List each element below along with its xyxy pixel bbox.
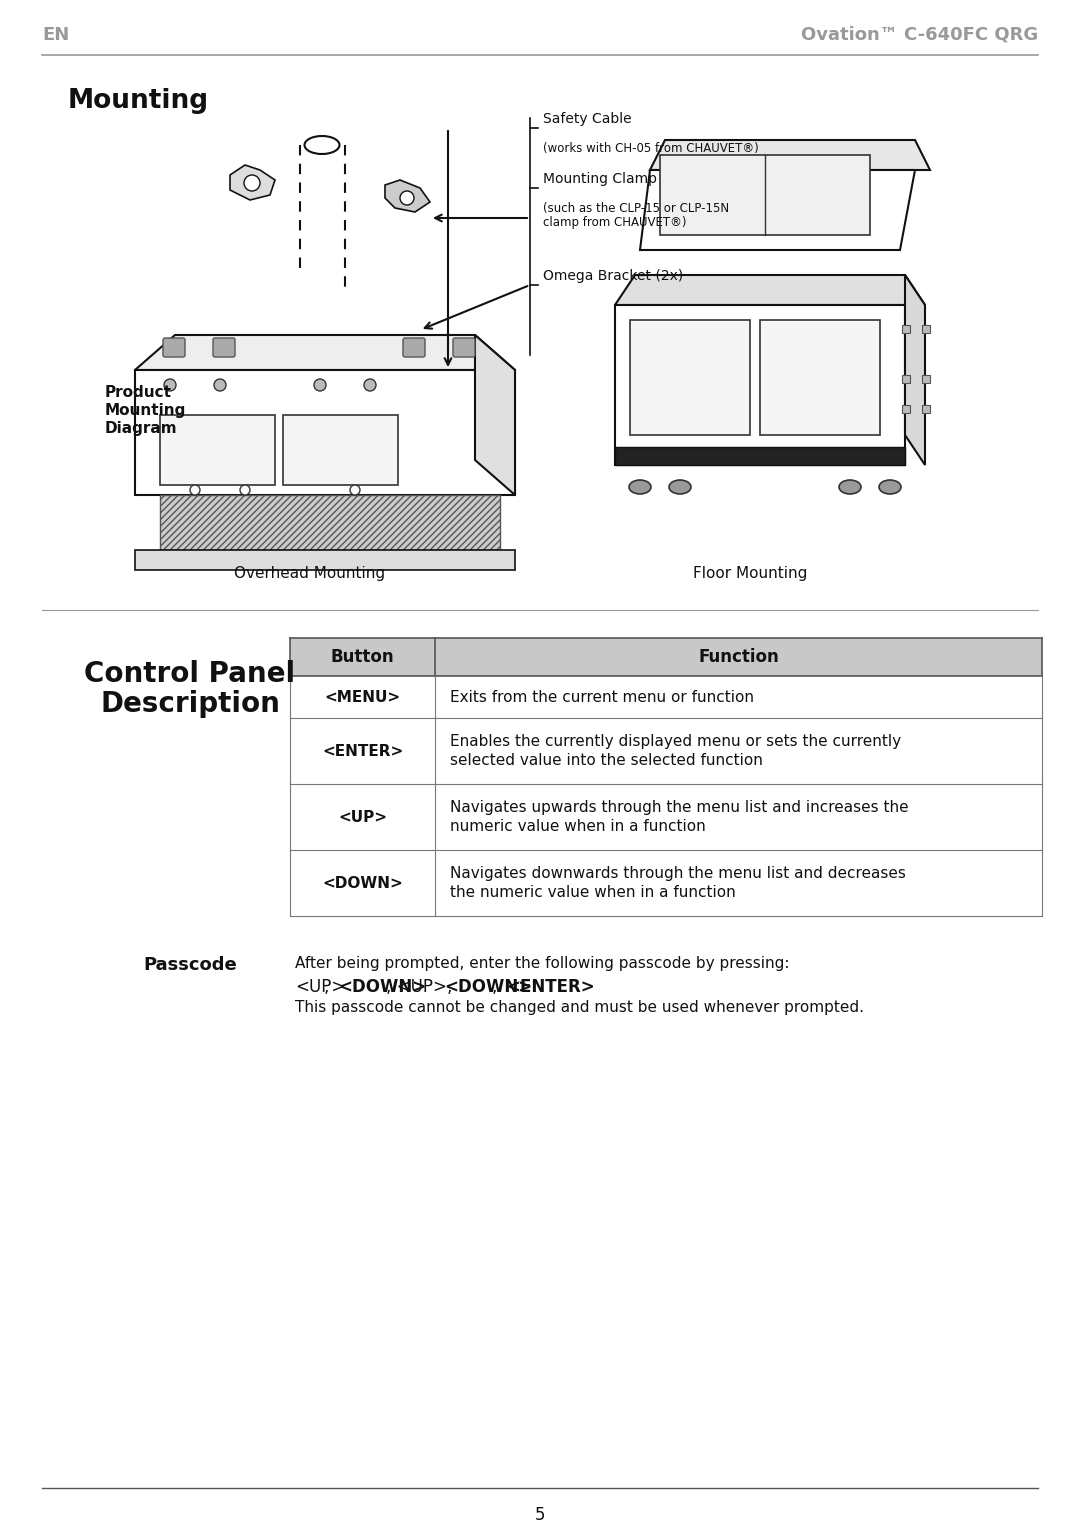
Bar	[902, 405, 910, 413]
Bar	[135, 550, 515, 570]
Ellipse shape	[629, 480, 651, 494]
Circle shape	[400, 191, 414, 205]
Text: Control Panel: Control Panel	[84, 660, 296, 688]
Text: Navigates upwards through the menu list and increases the: Navigates upwards through the menu list …	[450, 801, 908, 814]
Text: Product: Product	[105, 385, 172, 400]
FancyBboxPatch shape	[453, 338, 475, 358]
Text: Mounting: Mounting	[68, 89, 210, 115]
Circle shape	[244, 176, 260, 191]
Bar	[902, 374, 910, 384]
Bar	[160, 495, 500, 550]
Text: Diagram: Diagram	[105, 422, 177, 435]
Bar	[902, 325, 910, 333]
Text: <UP>: <UP>	[338, 810, 387, 825]
Bar	[660, 154, 870, 235]
Bar	[760, 319, 880, 435]
Text: After being prompted, enter the following passcode by pressing:: After being prompted, enter the followin…	[295, 957, 789, 970]
Bar	[615, 306, 905, 465]
Ellipse shape	[839, 480, 861, 494]
Circle shape	[314, 379, 326, 391]
Bar	[922, 374, 930, 384]
FancyBboxPatch shape	[403, 338, 426, 358]
Text: Exits from the current menu or function: Exits from the current menu or function	[450, 689, 754, 704]
Text: ,: ,	[491, 978, 502, 996]
Ellipse shape	[305, 136, 339, 154]
Text: <UP>: <UP>	[295, 978, 346, 996]
Polygon shape	[230, 165, 275, 200]
Ellipse shape	[669, 480, 691, 494]
Text: numeric value when in a function: numeric value when in a function	[450, 819, 705, 834]
Text: 5: 5	[535, 1507, 545, 1523]
Bar	[922, 405, 930, 413]
Text: (such as the CLP-15 or CLP-15N: (such as the CLP-15 or CLP-15N	[543, 202, 729, 215]
Text: Floor Mounting: Floor Mounting	[692, 565, 807, 581]
Text: <ENTER>: <ENTER>	[322, 744, 403, 758]
Bar	[922, 325, 930, 333]
Text: Navigates downwards through the menu list and decreases: Navigates downwards through the menu lis…	[450, 866, 906, 882]
FancyBboxPatch shape	[163, 338, 185, 358]
Polygon shape	[640, 170, 915, 251]
Text: Passcode: Passcode	[144, 957, 237, 973]
Bar	[283, 416, 399, 484]
Text: This passcode cannot be changed and must be used whenever prompted.: This passcode cannot be changed and must…	[295, 999, 864, 1015]
Circle shape	[164, 379, 176, 391]
Polygon shape	[905, 275, 924, 465]
Bar	[160, 416, 275, 484]
Text: Safety Cable: Safety Cable	[543, 112, 632, 125]
Circle shape	[364, 379, 376, 391]
Text: Ovation™ C-640FC QRG: Ovation™ C-640FC QRG	[800, 26, 1038, 44]
Ellipse shape	[879, 480, 901, 494]
Text: (works with CH-05 from CHAUVET®): (works with CH-05 from CHAUVET®)	[543, 142, 759, 154]
Text: <DOWN>: <DOWN>	[338, 978, 427, 996]
Circle shape	[214, 379, 226, 391]
Text: Button: Button	[330, 648, 394, 666]
Text: Enables the currently displayed menu or sets the currently: Enables the currently displayed menu or …	[450, 733, 901, 749]
Text: <DOWN>: <DOWN>	[444, 978, 532, 996]
Text: selected value into the selected function: selected value into the selected functio…	[450, 753, 762, 769]
Circle shape	[190, 484, 200, 495]
Bar	[630, 319, 750, 435]
Text: Description: Description	[100, 691, 280, 718]
Polygon shape	[615, 275, 924, 306]
Text: <DOWN>: <DOWN>	[322, 876, 403, 891]
Circle shape	[240, 484, 249, 495]
Bar	[291, 639, 1042, 675]
Text: Omega Bracket (2x): Omega Bracket (2x)	[543, 269, 684, 283]
Text: Function: Function	[698, 648, 779, 666]
Text: clamp from CHAUVET®): clamp from CHAUVET®)	[543, 215, 687, 229]
Text: the numeric value when in a function: the numeric value when in a function	[450, 885, 735, 900]
Polygon shape	[135, 335, 515, 370]
Text: ,: ,	[324, 978, 335, 996]
Bar	[135, 370, 515, 495]
Circle shape	[350, 484, 360, 495]
Polygon shape	[384, 180, 430, 212]
Text: EN: EN	[42, 26, 69, 44]
Text: <MENU>: <MENU>	[324, 689, 401, 704]
Text: Mounting Clamp: Mounting Clamp	[543, 173, 657, 186]
Text: , <UP>,: , <UP>,	[387, 978, 458, 996]
Polygon shape	[475, 335, 515, 495]
Text: Mounting: Mounting	[105, 403, 187, 419]
Polygon shape	[650, 141, 930, 170]
FancyBboxPatch shape	[213, 338, 235, 358]
Text: Overhead Mounting: Overhead Mounting	[234, 565, 386, 581]
Text: <ENTER>: <ENTER>	[507, 978, 595, 996]
Bar	[615, 448, 905, 465]
